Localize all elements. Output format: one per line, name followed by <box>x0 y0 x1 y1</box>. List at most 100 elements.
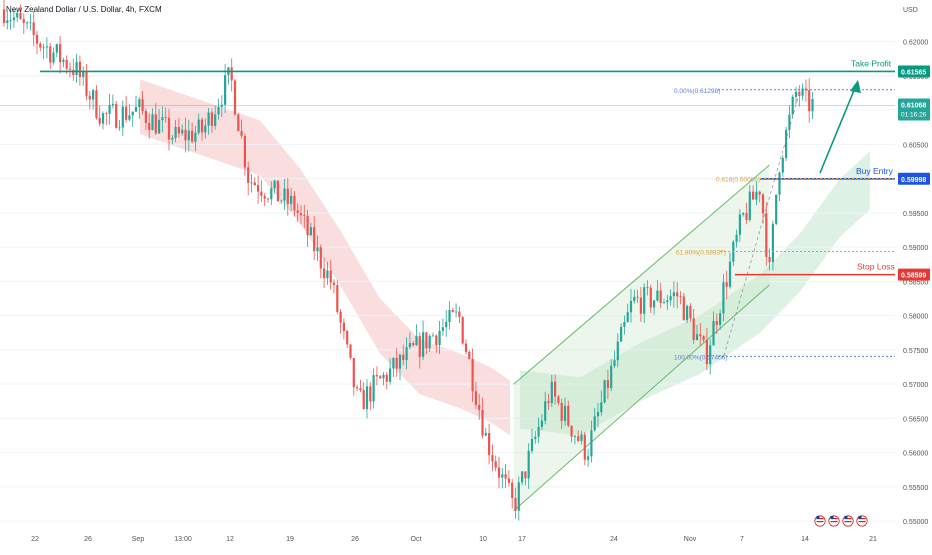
bullish-cloud-band <box>520 151 870 436</box>
price-tick-label: 0.58000 <box>903 314 928 321</box>
candle-body <box>105 113 108 115</box>
time-axis[interactable]: 22 26 Sep 13:00 12 19 26 Oct 10 17 24 Nov 7 14 21 <box>31 515 877 543</box>
candle-body <box>451 309 454 312</box>
candle-body <box>530 438 534 451</box>
candle-body <box>217 106 220 115</box>
candle-body <box>19 12 22 20</box>
candle-body <box>491 455 494 462</box>
candle-body <box>474 391 477 405</box>
trade-levels: Take Profit Buy Entry Stop Loss <box>0 58 895 276</box>
candle-body <box>398 354 402 369</box>
current-price-tag <box>898 98 930 121</box>
candle-body <box>728 261 732 287</box>
candle-body <box>9 20 12 21</box>
candle-body <box>722 282 725 314</box>
flag-canton <box>858 516 862 519</box>
ichimoku-cloud <box>140 79 870 436</box>
candle-body <box>521 471 524 483</box>
candle-body <box>349 344 352 359</box>
us-flag-icon[interactable] <box>814 515 826 527</box>
symbol-title: New Zealand Dollar / U.S. Dollar, 4h, FX… <box>6 5 162 14</box>
candle-body <box>257 185 260 192</box>
candle-body <box>260 191 263 196</box>
candle-body <box>62 59 65 63</box>
candle-body <box>29 22 32 24</box>
candle-body <box>392 357 395 369</box>
us-flag-icon[interactable] <box>828 515 840 527</box>
candle-body <box>39 43 42 48</box>
candle-body <box>699 334 702 337</box>
fib-level-label: 0.00%(0.61298) <box>674 88 720 95</box>
candle-body <box>785 129 788 159</box>
candle-body <box>649 287 652 308</box>
candle-body <box>372 375 375 402</box>
candle-body <box>544 401 547 421</box>
candle-body <box>715 321 718 325</box>
stop-loss-label: Stop Loss <box>857 262 895 272</box>
us-flag-icon[interactable] <box>856 515 868 527</box>
candle-body <box>280 200 283 202</box>
candle-body <box>712 321 715 346</box>
candle-body <box>389 368 392 382</box>
candle-body <box>702 336 705 341</box>
flag-canton <box>816 516 820 519</box>
candle-body <box>629 300 633 313</box>
candle-body <box>659 290 662 304</box>
candle-body <box>250 182 253 184</box>
time-tick-label: 21 <box>869 536 877 543</box>
candle-body <box>263 195 266 199</box>
candle-body <box>164 117 167 118</box>
buy-entry-tag <box>898 172 930 185</box>
candle-body <box>563 405 567 421</box>
candle-body <box>42 47 45 49</box>
flag-stripe <box>858 521 866 523</box>
candle-body <box>323 268 326 279</box>
channel-lower-line <box>513 284 770 512</box>
take-profit-tag-label: 0.61565 <box>901 69 926 76</box>
channel-fill <box>513 164 770 511</box>
candle-body <box>283 188 286 201</box>
candle-body <box>210 112 213 126</box>
candle-body <box>656 290 659 301</box>
bearish-cloud-band <box>140 79 510 436</box>
candle-body <box>422 332 425 357</box>
candle-body <box>771 223 774 263</box>
flag-stripe <box>830 518 838 520</box>
candle-body <box>240 131 243 136</box>
candle-body <box>636 296 639 298</box>
candle-body <box>214 114 217 126</box>
candle-body <box>369 386 372 402</box>
candle-body <box>593 416 596 431</box>
candle-body <box>643 287 646 314</box>
candle-body <box>686 306 689 321</box>
candle-body <box>319 247 322 269</box>
price-tick-label: 0.59500 <box>903 211 928 218</box>
candle-body <box>672 292 675 297</box>
candle-body <box>144 111 147 123</box>
candle-body <box>488 433 491 456</box>
candle-body <box>92 90 95 100</box>
candle-body <box>16 12 19 18</box>
candle-body <box>303 215 306 217</box>
candle-body <box>801 88 804 96</box>
candle-body <box>405 347 408 361</box>
candle-body <box>752 191 755 200</box>
candle-body <box>167 117 171 140</box>
candle-body <box>511 482 514 499</box>
us-flag-icon[interactable] <box>842 515 854 527</box>
price-tick-label: 0.56500 <box>903 416 928 423</box>
candle-body <box>187 130 190 141</box>
candle-body <box>484 433 487 436</box>
candle-body <box>709 345 712 365</box>
candle-body <box>758 191 761 195</box>
currency-label: USD <box>903 7 918 14</box>
price-axis[interactable]: 0.55000 0.55500 0.56000 0.56500 0.57000 0.575… <box>898 40 930 526</box>
candle-body <box>507 478 510 483</box>
time-tick-label: 22 <box>31 536 39 543</box>
candle-body <box>600 402 603 413</box>
flag-stripe <box>816 518 824 520</box>
candle-body <box>326 270 329 279</box>
candle-body <box>560 402 563 421</box>
